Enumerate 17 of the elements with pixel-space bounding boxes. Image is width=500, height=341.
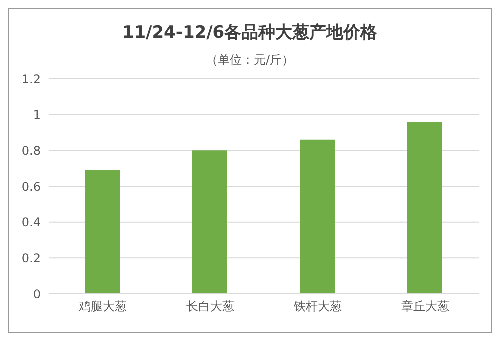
chart-subtitle: （单位：元/斤） [204,52,296,69]
bar [300,140,335,294]
y-tick-label: 0.6 [22,180,41,194]
x-tick-label: 长白大葱 [186,300,234,314]
y-tick-label: 1 [33,108,41,122]
bar [85,170,120,294]
y-tick-label: 0 [33,287,41,302]
bar [192,150,228,294]
y-tick-label: 0.4 [22,216,41,230]
x-tick-label: 章丘大葱 [401,300,450,314]
y-tick-label: 0.2 [22,251,41,266]
chart-title: 11/24-12/6各品种大葱产地价格 [121,22,379,44]
x-tick-label: 鸡腿大葱 [78,300,127,314]
y-tick-label: 0.8 [22,144,41,158]
x-tick-label: 铁杆大葱 [292,300,342,314]
bar [408,122,442,294]
y-tick-label: 1.2 [22,72,41,86]
